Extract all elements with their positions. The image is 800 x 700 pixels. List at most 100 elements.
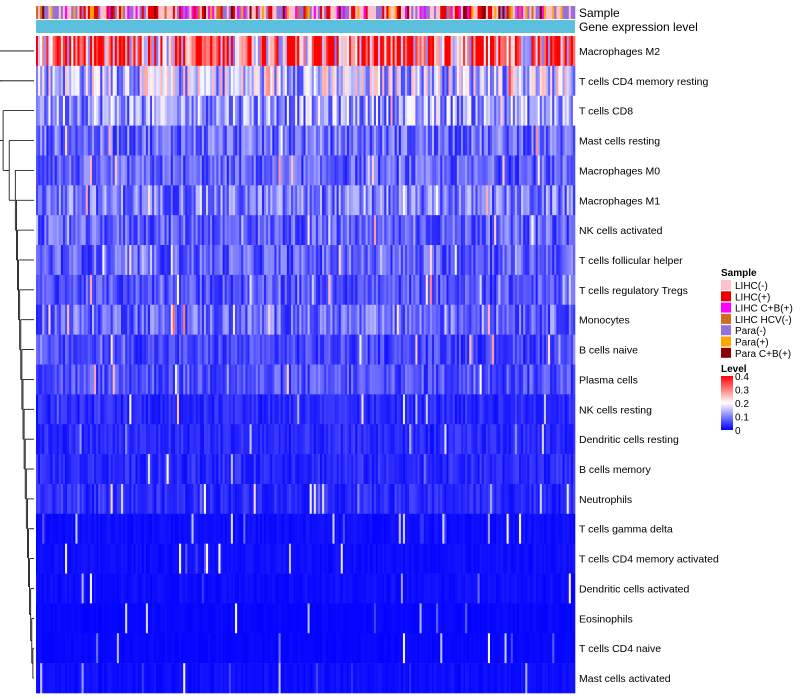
heatmap-cell <box>290 65 294 97</box>
heatmap-cell <box>79 155 82 186</box>
heatmap-cell <box>179 215 182 246</box>
heatmap-cell <box>463 483 466 515</box>
heatmap-cell <box>496 125 499 156</box>
heatmap-cell <box>448 424 451 455</box>
heatmap-cell <box>172 185 176 216</box>
heatmap-cell <box>340 364 344 395</box>
heatmap-cell <box>415 513 418 544</box>
heatmap-cell <box>496 483 499 515</box>
sample-annotation-cell <box>429 6 433 19</box>
heatmap-cell <box>344 454 348 485</box>
heatmap-cell <box>394 215 398 246</box>
heatmap-cell <box>102 36 105 67</box>
heatmap-cell <box>303 483 306 515</box>
heatmap-cell <box>500 334 503 365</box>
heatmap-cell <box>521 215 524 246</box>
heatmap-cell <box>535 394 538 425</box>
heatmap-cell <box>382 334 385 365</box>
heatmap-cell <box>42 36 45 67</box>
sample-annotation-cell <box>251 6 254 19</box>
heatmap-cell <box>521 454 524 485</box>
heatmap-cell <box>212 65 215 97</box>
heatmap-cell <box>44 155 47 186</box>
heatmap-cell <box>91 304 95 335</box>
heatmap-cell <box>409 424 412 455</box>
heatmap-cell <box>224 454 228 485</box>
sample-annotation-cell <box>340 6 344 19</box>
heatmap-cell <box>572 95 576 126</box>
heatmap-cell <box>274 155 277 186</box>
heatmap-cell <box>152 304 155 335</box>
heatmap-cell <box>398 215 402 246</box>
heatmap-cell <box>272 424 275 455</box>
heatmap-cell <box>562 36 565 67</box>
heatmap-cell <box>123 543 126 574</box>
heatmap-cell <box>409 513 412 544</box>
sample-annotation-cell <box>297 6 300 19</box>
heatmap-cell <box>562 424 565 455</box>
heatmap-cell <box>139 125 143 156</box>
heatmap-cell <box>280 364 283 395</box>
heatmap-cell <box>166 424 169 455</box>
heatmap-cell <box>87 245 91 276</box>
sample-annotation-cell <box>232 6 236 19</box>
heatmap-cell <box>143 543 147 574</box>
heatmap-cell <box>471 215 474 246</box>
heatmap-cell <box>245 125 248 156</box>
heatmap-cell <box>550 245 553 276</box>
heatmap-cell <box>226 424 230 455</box>
heatmap-cell <box>535 274 538 306</box>
heatmap-cell <box>363 334 366 365</box>
heatmap-cell <box>284 245 288 276</box>
heatmap-cell <box>176 304 180 335</box>
heatmap-cell <box>344 185 348 216</box>
heatmap-cell <box>168 185 172 216</box>
heatmap-cell <box>550 185 553 216</box>
sample-annotation-cell <box>261 6 265 19</box>
heatmap-cell <box>566 394 570 425</box>
heatmap-cell <box>413 454 416 485</box>
heatmap-cell <box>556 245 559 276</box>
heatmap-cell <box>284 543 288 574</box>
heatmap-cell <box>363 483 366 515</box>
heatmap-cell <box>483 125 487 156</box>
heatmap-cell <box>442 543 445 574</box>
heatmap-cell <box>162 245 165 276</box>
heatmap-cell <box>110 215 113 246</box>
heatmap-cell <box>519 513 522 544</box>
heatmap-cell <box>48 304 51 335</box>
heatmap-cell <box>121 454 124 485</box>
heatmap-cell <box>89 274 93 306</box>
heatmap-cell <box>301 155 304 186</box>
heatmap-cell <box>473 95 476 126</box>
heatmap-cell <box>185 304 188 335</box>
heatmap-cell <box>570 394 574 425</box>
sample-annotation-cell <box>378 6 381 19</box>
heatmap-cell <box>121 155 124 186</box>
heatmap-cell <box>220 543 223 574</box>
heatmap-cell <box>268 155 271 186</box>
heatmap-cell <box>125 36 128 67</box>
heatmap-cell <box>405 394 408 425</box>
heatmap-cell <box>409 215 412 246</box>
heatmap-cell <box>162 215 165 246</box>
heatmap-cell <box>189 334 192 365</box>
heatmap-cell <box>301 125 304 156</box>
heatmap-cell <box>477 185 480 216</box>
heatmap-cell <box>535 334 538 365</box>
heatmap-cell <box>463 274 466 306</box>
heatmap-cell <box>288 334 292 365</box>
heatmap-cell <box>183 394 186 425</box>
heatmap-cell <box>425 95 429 126</box>
heatmap-cell <box>160 95 163 126</box>
heatmap-cell <box>572 483 576 515</box>
heatmap-cell <box>440 483 443 515</box>
heatmap-cell <box>176 125 180 156</box>
heatmap-cell <box>174 394 178 425</box>
sample-annotation-cell <box>349 6 352 19</box>
heatmap-cell <box>363 274 366 306</box>
heatmap-cell <box>58 245 62 276</box>
heatmap-cell <box>523 454 526 485</box>
heatmap-cell <box>69 424 72 455</box>
heatmap-cell <box>156 95 159 126</box>
